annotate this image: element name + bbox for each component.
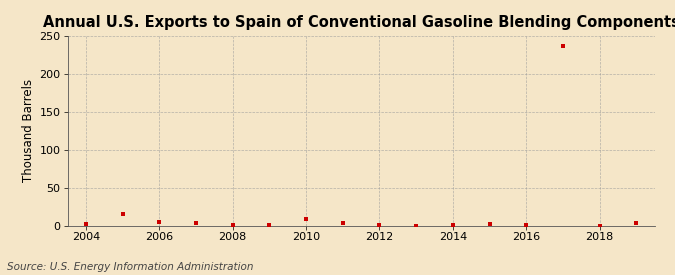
Point [338, 221, 348, 226]
Point [484, 222, 495, 226]
Point [300, 216, 311, 221]
Point [631, 221, 642, 226]
Point [190, 221, 201, 226]
Point [448, 222, 458, 227]
Point [117, 212, 128, 216]
Point [558, 43, 568, 48]
Title: Annual U.S. Exports to Spain of Conventional Gasoline Blending Components: Annual U.S. Exports to Spain of Conventi… [43, 15, 675, 31]
Point [154, 219, 165, 224]
Point [374, 222, 385, 227]
Point [411, 223, 422, 228]
Text: Source: U.S. Energy Information Administration: Source: U.S. Energy Information Administ… [7, 262, 253, 272]
Point [594, 223, 605, 228]
Point [80, 222, 91, 226]
Point [521, 222, 532, 227]
Y-axis label: Thousand Barrels: Thousand Barrels [22, 79, 35, 182]
Point [264, 222, 275, 227]
Point [227, 222, 238, 227]
